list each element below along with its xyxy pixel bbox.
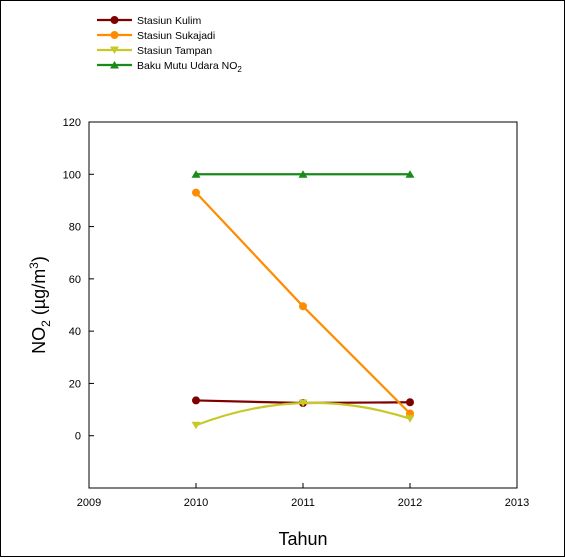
legend: Stasiun Kulim Stasiun Sukajadi Stasiun Tam… bbox=[97, 15, 242, 74]
series-2 bbox=[192, 188, 414, 418]
data-point bbox=[299, 302, 307, 311]
x-tick-label: 2012 bbox=[398, 497, 422, 509]
legend-label: Stasiun Kulim bbox=[137, 15, 201, 27]
x-tick-label: 2011 bbox=[291, 497, 315, 509]
legend-swatch-marker bbox=[110, 16, 119, 24]
x-tick-label: 2013 bbox=[505, 497, 529, 509]
x-tick-label: 2009 bbox=[77, 497, 101, 509]
x-tick-label: 2010 bbox=[184, 497, 208, 509]
data-point bbox=[191, 170, 201, 178]
y-axis-title-unit-sup: 3 bbox=[27, 262, 41, 269]
y-tick-label: 20 bbox=[69, 378, 81, 390]
y-tick-label: 40 bbox=[69, 326, 81, 338]
legend-swatch-marker bbox=[110, 31, 119, 39]
legend-swatch-marker bbox=[110, 46, 119, 54]
y-tick-label: 100 bbox=[63, 169, 81, 181]
legend-item: Baku Mutu Udara NO2 bbox=[97, 60, 242, 74]
data-point bbox=[405, 415, 415, 423]
data-point bbox=[191, 421, 201, 430]
x-axis-title: Tahun bbox=[278, 529, 327, 549]
y-axis-title-sub: 2 bbox=[39, 320, 53, 327]
legend-item: Stasiun Tampan bbox=[97, 45, 212, 57]
y-axis-title-main: NO bbox=[29, 327, 49, 354]
data-point bbox=[405, 170, 415, 178]
data-point bbox=[298, 399, 308, 408]
data-point bbox=[406, 398, 414, 407]
y-tick-label: 60 bbox=[69, 274, 81, 286]
legend-label: Stasiun Sukajadi bbox=[137, 30, 215, 42]
legend-swatch-marker bbox=[110, 61, 119, 69]
legend-item: Stasiun Kulim bbox=[97, 15, 201, 27]
legend-label: Baku Mutu Udara NO2 bbox=[137, 60, 242, 74]
series-4 bbox=[191, 170, 415, 178]
x-axis-ticks: 2009 2010 2011 2012 2013 bbox=[77, 483, 529, 509]
y-axis-title: NO2 (µg/m3) bbox=[27, 256, 53, 354]
data-point bbox=[298, 170, 308, 178]
legend-label: Stasiun Tampan bbox=[137, 45, 212, 57]
series-layer bbox=[191, 170, 415, 430]
y-axis-ticks: 0 20 40 60 80 100 120 bbox=[63, 117, 94, 443]
data-point bbox=[192, 188, 200, 197]
series-3 bbox=[191, 399, 415, 430]
y-tick-label: 80 bbox=[69, 222, 81, 234]
y-tick-label: 0 bbox=[75, 431, 81, 443]
y-tick-label: 120 bbox=[63, 117, 81, 129]
legend-item: Stasiun Sukajadi bbox=[97, 30, 215, 42]
y-axis-title-unit: (µg/m bbox=[29, 269, 49, 320]
y-axis-title-unit-close: ) bbox=[29, 256, 49, 262]
data-point bbox=[192, 396, 200, 405]
